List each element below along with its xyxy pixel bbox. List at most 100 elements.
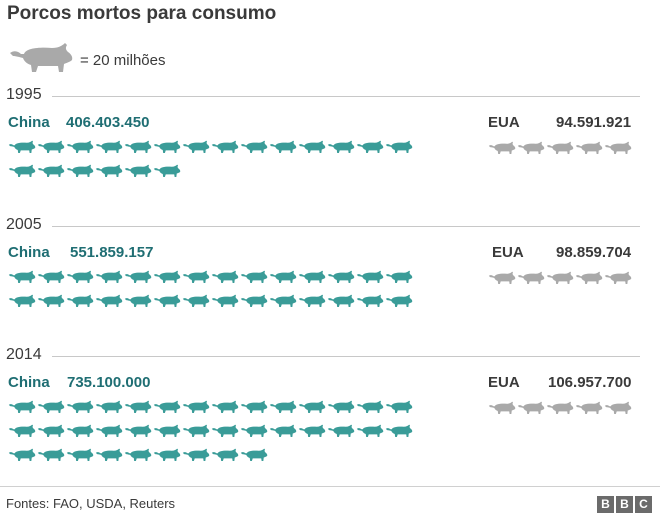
eua-pigs [488, 401, 633, 425]
eua-label: EUA [492, 244, 524, 261]
china-pig-icon [153, 140, 181, 153]
china-pig-icon [385, 424, 413, 437]
china-pig-icon [124, 270, 152, 283]
china-pig-icon [327, 140, 355, 153]
eua-pig-icon [517, 141, 545, 154]
china-pig-icon [182, 424, 210, 437]
eua-pig-icon [575, 141, 603, 154]
china-pig-icon [8, 448, 36, 461]
china-pig-icon [66, 270, 94, 283]
eua-pig-icon [604, 401, 632, 414]
china-pig-icon [124, 140, 152, 153]
china-label: China [8, 244, 50, 261]
pig-row [8, 424, 414, 438]
china-pig-icon [385, 400, 413, 413]
china-pig-icon [66, 424, 94, 437]
china-pig-icon [37, 448, 65, 461]
china-pig-icon [211, 294, 239, 307]
china-pig-icon [240, 400, 268, 413]
china-pig-icon [37, 424, 65, 437]
china-pig-icon [66, 140, 94, 153]
legend-label: = 20 milhões [80, 51, 166, 69]
china-pig-icon [182, 140, 210, 153]
china-pig-icon [298, 294, 326, 307]
china-pig-icon [66, 400, 94, 413]
china-pigs [8, 140, 414, 188]
china-pig-icon [66, 294, 94, 307]
china-pig-icon [298, 424, 326, 437]
chart-title: Porcos mortos para consumo [7, 3, 277, 24]
china-pig-icon [240, 294, 268, 307]
china-pig-icon [8, 424, 36, 437]
legend-pig-icon [8, 42, 74, 79]
china-pig-icon [37, 164, 65, 177]
bbc-logo-letter: B [597, 496, 614, 513]
eua-pigs [488, 271, 633, 295]
china-pig-icon [327, 400, 355, 413]
china-pig-icon [240, 270, 268, 283]
china-pig-icon [66, 164, 94, 177]
china-pig-icon [269, 424, 297, 437]
china-pig-icon [124, 164, 152, 177]
china-pig-icon [356, 140, 384, 153]
china-pig-icon [37, 294, 65, 307]
china-value: 551.859.157 [70, 244, 154, 261]
eua-value: 106.957.700 [548, 374, 632, 391]
china-pig-icon [298, 140, 326, 153]
china-pig-icon [356, 400, 384, 413]
eua-pig-icon [604, 141, 632, 154]
pig-row [488, 401, 633, 415]
pig-row [488, 271, 633, 285]
china-pig-icon [37, 140, 65, 153]
china-pig-icon [153, 448, 181, 461]
eua-label: EUA [488, 114, 520, 131]
china-pig-icon [327, 294, 355, 307]
china-pig-icon [240, 424, 268, 437]
china-pig-icon [95, 400, 123, 413]
china-value: 735.100.000 [67, 374, 151, 391]
eua-pig-icon [604, 271, 632, 284]
china-pig-icon [385, 140, 413, 153]
china-pig-icon [385, 294, 413, 307]
eua-value: 98.859.704 [556, 244, 632, 261]
china-pig-icon [8, 270, 36, 283]
china-pig-icon [240, 140, 268, 153]
divider [52, 96, 640, 97]
china-pig-icon [8, 294, 36, 307]
china-pig-icon [182, 448, 210, 461]
bbc-logo: B B C [597, 496, 652, 513]
china-pig-icon [385, 270, 413, 283]
bbc-logo-letter: C [635, 496, 652, 513]
year-label: 2014 [6, 346, 42, 363]
china-pig-icon [66, 448, 94, 461]
china-pig-icon [153, 400, 181, 413]
footer-divider [0, 486, 660, 487]
eua-pig-icon [575, 271, 603, 284]
china-pig-icon [182, 294, 210, 307]
eua-pig-icon [488, 141, 516, 154]
pig-row [8, 448, 414, 462]
eua-pigs [488, 141, 633, 165]
china-pig-icon [95, 424, 123, 437]
china-pig-icon [95, 270, 123, 283]
china-pig-icon [182, 400, 210, 413]
china-pigs [8, 270, 414, 318]
china-pig-icon [327, 270, 355, 283]
china-pig-icon [269, 140, 297, 153]
china-pig-icon [269, 294, 297, 307]
year-label: 1995 [6, 86, 42, 103]
china-pig-icon [153, 294, 181, 307]
eua-value: 94.591.921 [556, 114, 632, 131]
china-pig-icon [356, 270, 384, 283]
china-pig-icon [124, 448, 152, 461]
china-pig-icon [211, 448, 239, 461]
china-label: China [8, 374, 50, 391]
pig-row [8, 140, 414, 154]
legend: = 20 milhões [8, 42, 166, 79]
divider [52, 356, 640, 357]
eua-pig-icon [488, 401, 516, 414]
china-pig-icon [124, 424, 152, 437]
eua-pig-icon [546, 141, 574, 154]
china-pig-icon [211, 140, 239, 153]
pig-row [8, 294, 414, 308]
